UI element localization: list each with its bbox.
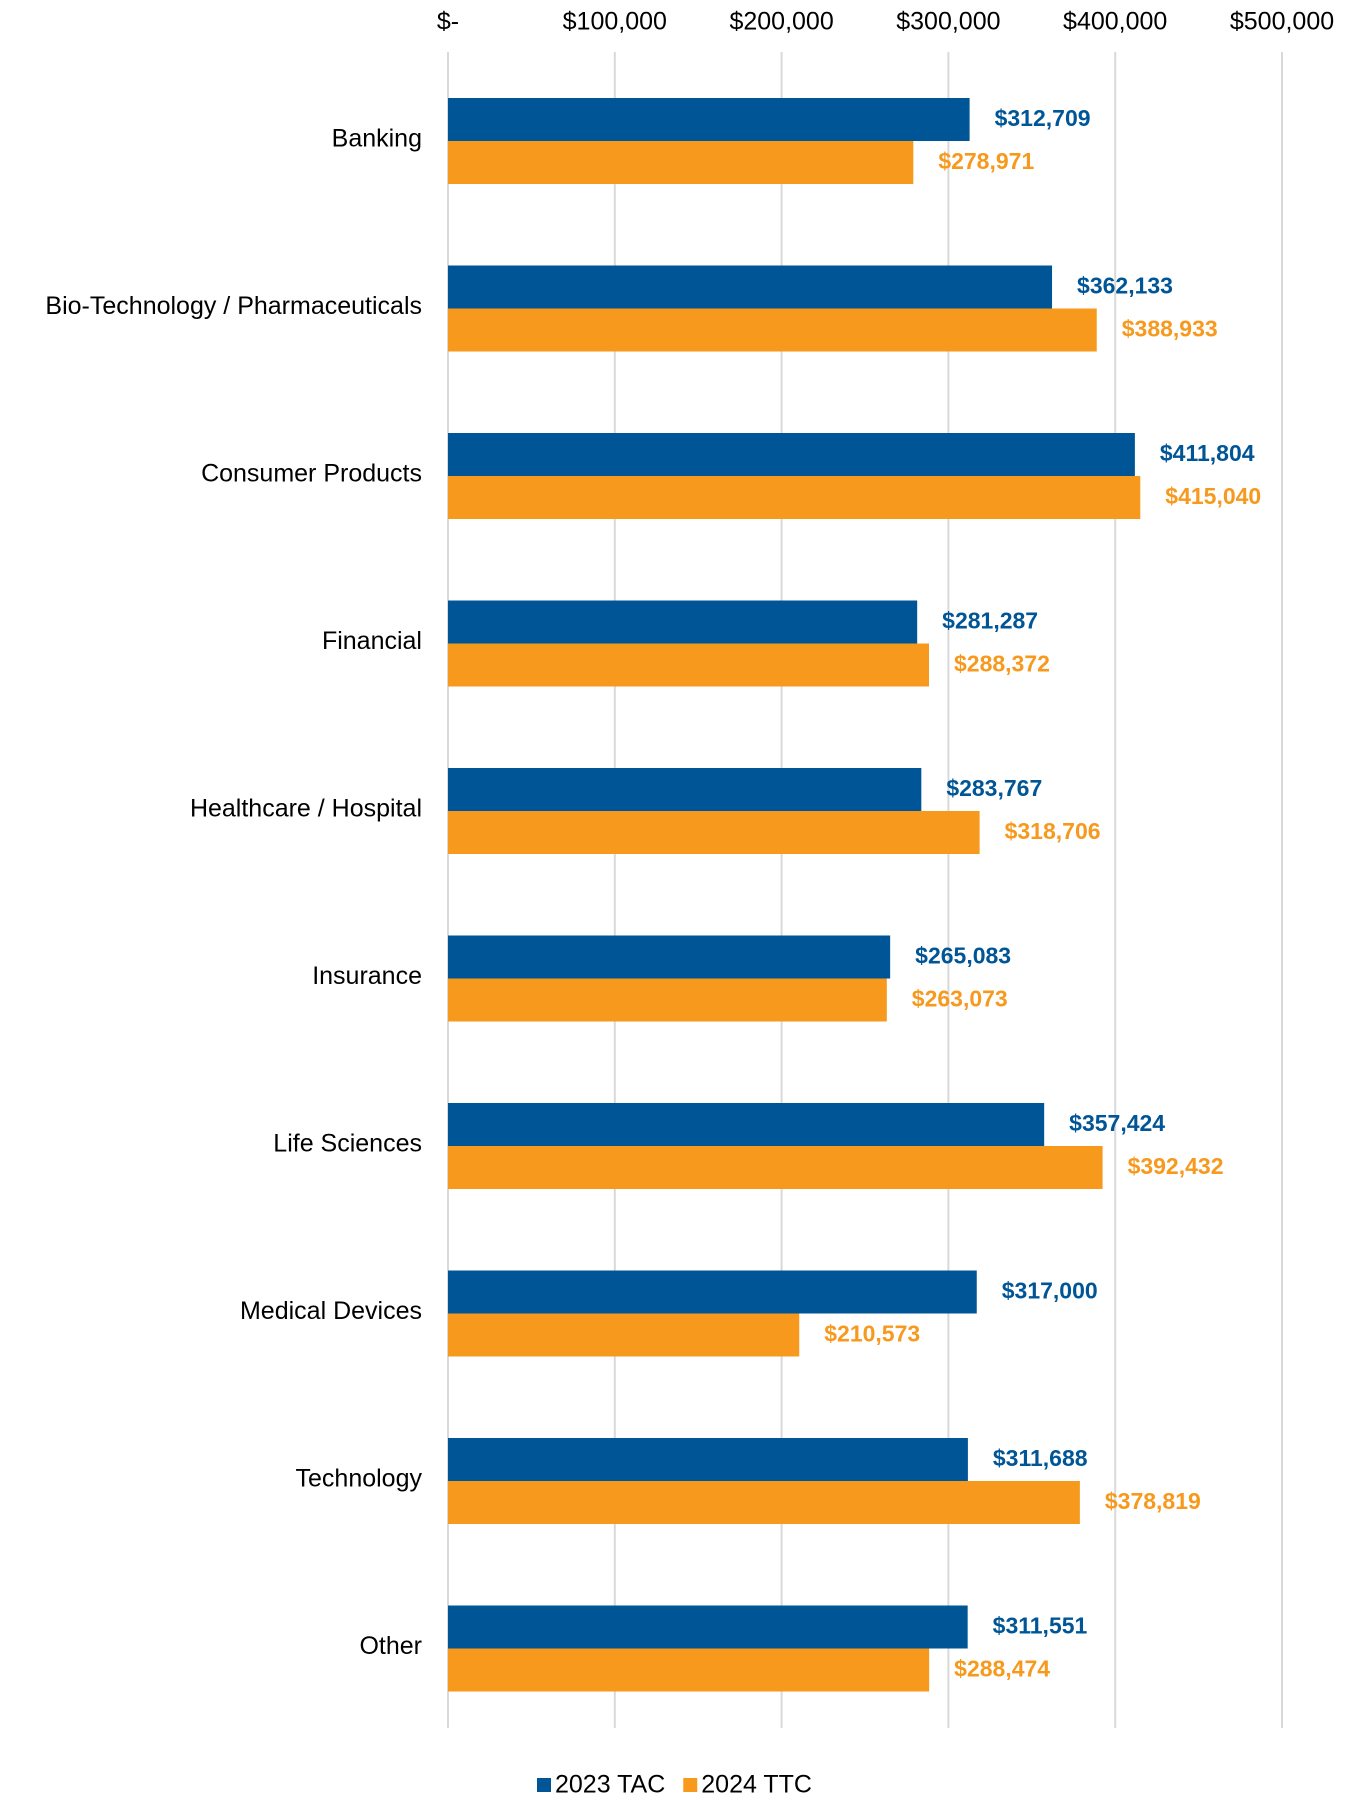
bar (448, 1438, 968, 1481)
bar (448, 600, 918, 644)
bar (448, 98, 970, 141)
value-label: $210,573 (824, 1321, 920, 1347)
x-tick-label: $400,000 (1063, 8, 1167, 36)
x-tick-label: $- (437, 8, 459, 36)
y-tick-label: Insurance (312, 962, 422, 990)
bar (448, 265, 1053, 309)
value-label: $392,432 (1128, 1153, 1224, 1179)
bar (448, 1146, 1103, 1189)
value-label: $278,971 (938, 148, 1034, 174)
x-tick-label: $100,000 (563, 8, 667, 36)
value-label: $357,424 (1069, 1110, 1165, 1136)
bar (448, 643, 930, 687)
bar (448, 141, 914, 184)
bar (448, 1313, 800, 1357)
y-tick-label: Technology (296, 1465, 423, 1493)
bar (448, 433, 1135, 476)
y-tick-label: Medical Devices (240, 1297, 422, 1325)
legend-swatch (683, 1778, 698, 1792)
value-label: $312,709 (995, 105, 1091, 131)
bar (448, 811, 980, 854)
bar (448, 768, 922, 811)
bar (448, 1270, 977, 1314)
legend-label: 2023 TAC (555, 1771, 665, 1799)
value-label: $317,000 (1002, 1278, 1098, 1304)
value-label: $311,688 (993, 1445, 1088, 1471)
bar (448, 1481, 1080, 1524)
bar (448, 1605, 968, 1649)
value-label: $288,372 (954, 651, 1050, 677)
value-label: $263,073 (912, 986, 1008, 1012)
y-tick-label: Healthcare / Hospital (190, 795, 422, 823)
y-tick-label: Banking (332, 125, 422, 153)
bar (448, 978, 887, 1022)
bar (448, 1103, 1045, 1146)
value-label: $378,819 (1105, 1488, 1201, 1514)
value-label: $362,133 (1077, 273, 1173, 299)
value-label: $265,083 (915, 943, 1011, 969)
y-tick-label: Life Sciences (273, 1130, 422, 1158)
bar (448, 935, 891, 979)
value-label: $388,933 (1122, 316, 1218, 342)
bar (448, 1648, 930, 1692)
value-label: $411,804 (1160, 440, 1255, 466)
value-label: $311,551 (993, 1613, 1088, 1639)
value-label: $415,040 (1165, 483, 1261, 509)
value-label: $283,767 (946, 775, 1042, 801)
y-tick-label: Bio-Technology / Pharmaceuticals (45, 292, 422, 320)
y-tick-label: Other (359, 1632, 422, 1660)
value-label: $281,287 (942, 608, 1038, 634)
legend-label: 2024 TTC (701, 1771, 812, 1799)
x-tick-label: $200,000 (729, 8, 833, 36)
x-tick-label: $300,000 (896, 8, 1000, 36)
bar (448, 476, 1141, 519)
value-label: $288,474 (954, 1656, 1050, 1682)
value-label: $318,706 (1005, 818, 1101, 844)
bar (448, 308, 1097, 352)
y-tick-label: Consumer Products (201, 460, 422, 488)
y-tick-label: Financial (322, 627, 422, 655)
legend-swatch (537, 1778, 551, 1792)
x-tick-label: $500,000 (1230, 8, 1334, 36)
